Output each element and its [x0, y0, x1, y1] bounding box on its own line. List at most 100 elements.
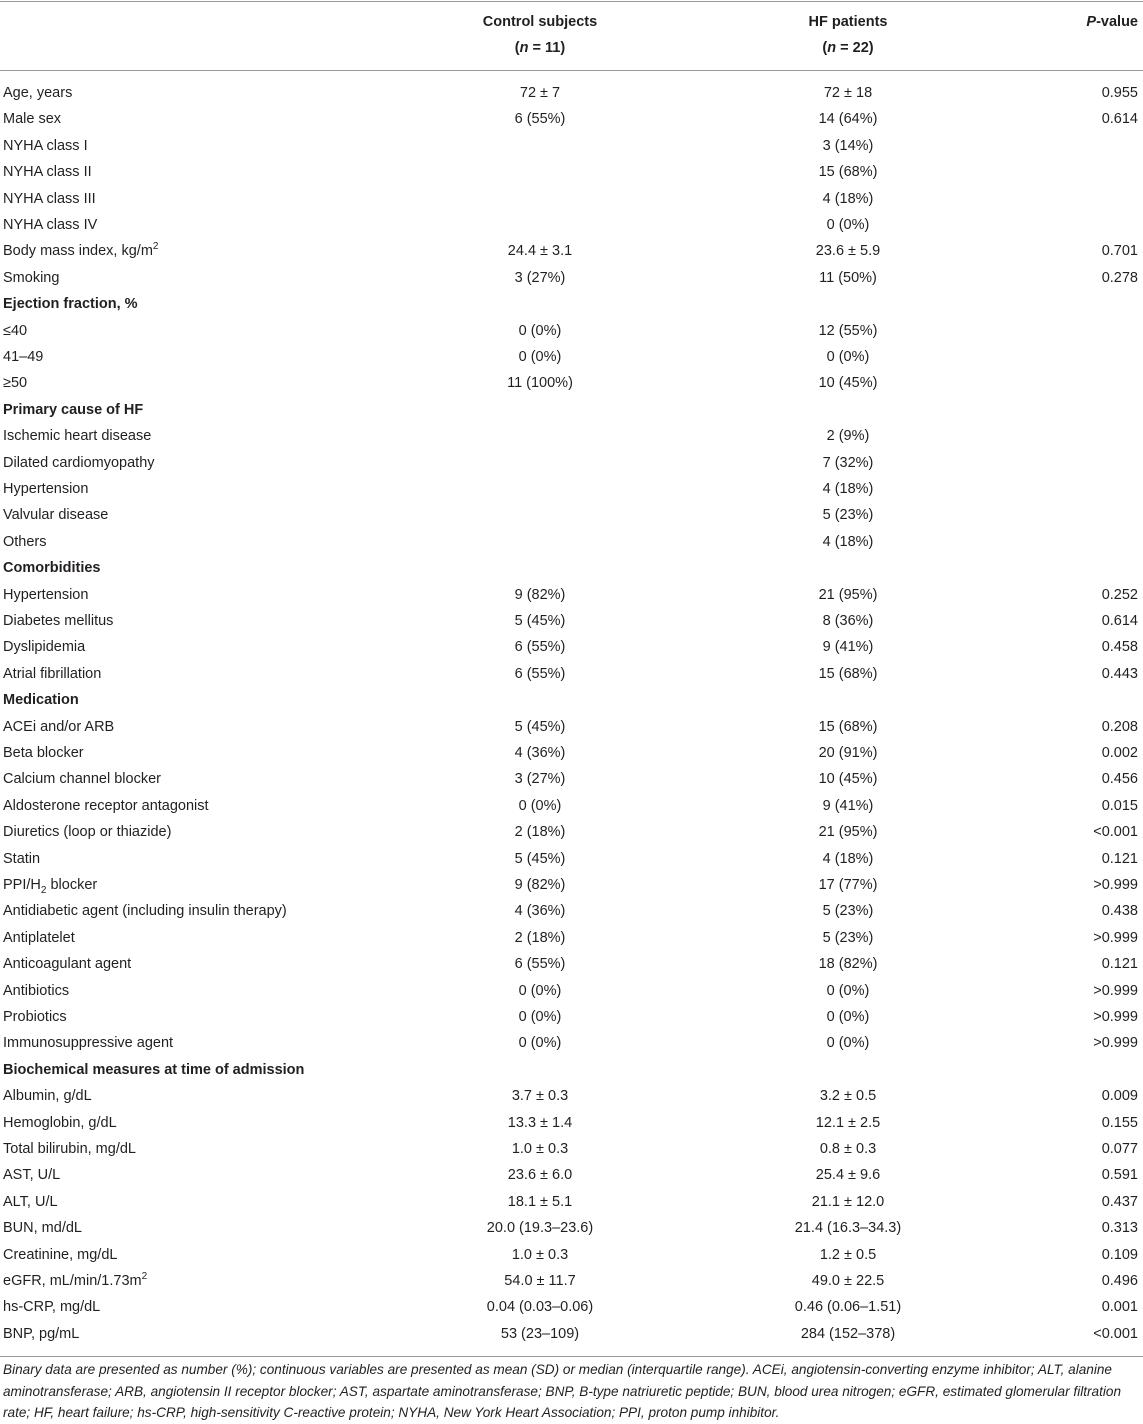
- section-heading: Medication: [3, 690, 79, 710]
- cell-value: 15 (68%): [698, 162, 998, 182]
- text: 4 (18%): [822, 190, 874, 207]
- header-rule: [0, 70, 1143, 71]
- text: 2 (18%): [514, 824, 566, 841]
- cell-value: 0 (0%): [390, 321, 690, 341]
- text: Primary cause of HF: [3, 401, 144, 418]
- text: 5 (23%): [822, 903, 874, 920]
- text: 72 ± 18: [823, 85, 873, 101]
- text: ALT, U/L: [3, 1193, 58, 1210]
- row-label: NYHA class I: [3, 136, 88, 156]
- text: PPI/H: [3, 877, 41, 893]
- text: 0.208: [1101, 718, 1138, 735]
- cell-value: 9 (41%): [698, 796, 998, 816]
- text: 4 (18%): [822, 533, 874, 550]
- text: Biochemical measures at time of admissio…: [3, 1061, 305, 1078]
- cell-value: <0.001: [1093, 1324, 1138, 1344]
- column-n: (n = 22): [698, 38, 998, 58]
- text: 0.701: [1101, 243, 1138, 260]
- cell-value: 3 (27%): [390, 769, 690, 789]
- text: 20 (91%): [818, 745, 878, 761]
- cell-value: 5 (45%): [390, 611, 690, 631]
- text: 284 (152–378): [800, 1325, 896, 1342]
- cell-value: 1.0 ± 0.3: [390, 1245, 690, 1265]
- text: 0.438: [1101, 903, 1138, 920]
- text: <0.001: [1093, 1325, 1138, 1342]
- row-label: Hemoglobin, g/dL: [3, 1113, 117, 1133]
- text: 0.252: [1101, 586, 1138, 603]
- text: 0.437: [1101, 1193, 1138, 1210]
- cell-value: 15 (68%): [698, 717, 998, 737]
- text: 53 (23–109): [500, 1325, 580, 1342]
- text: 24.4 ± 3.1: [507, 243, 573, 260]
- row-label: Beta blocker: [3, 743, 84, 763]
- text: 18 (82%): [818, 956, 878, 973]
- text: 15 (68%): [818, 718, 878, 735]
- cell-value: 10 (45%): [698, 373, 998, 393]
- cell-value: 0.009: [1102, 1086, 1138, 1106]
- text: 54.0 ± 11.7: [504, 1273, 576, 1289]
- text: 0.109: [1101, 1246, 1138, 1263]
- text: (: [514, 40, 520, 56]
- cell-value: 4 (36%): [390, 901, 690, 921]
- text: Hypertension: [3, 481, 89, 497]
- text: 9 (41%): [822, 639, 874, 656]
- text: 21.1 ± 12.0: [811, 1193, 885, 1210]
- text: 2 (9%): [826, 428, 870, 445]
- text: 72 ± 7: [519, 85, 561, 101]
- text: 9 (82%): [514, 586, 566, 603]
- cell-value: 0.496: [1102, 1271, 1138, 1291]
- text: 4 (36%): [514, 903, 566, 920]
- cell-value: 0.701: [1102, 241, 1138, 261]
- cell-value: 0.109: [1102, 1245, 1138, 1265]
- cell-value: 0.208: [1102, 717, 1138, 737]
- text: blocker: [46, 877, 98, 893]
- cell-value: 0.077: [1102, 1139, 1138, 1159]
- row-label: ≥50: [3, 373, 27, 393]
- text: 3 (14%): [822, 137, 874, 154]
- text: 9 (41%): [822, 797, 874, 814]
- text: Atrial fibrillation: [3, 665, 102, 682]
- cell-value: 5 (23%): [698, 505, 998, 525]
- cell-value: 4 (36%): [390, 743, 690, 763]
- text: = 11): [528, 40, 566, 56]
- text: >0.999: [1093, 1035, 1138, 1052]
- text: Hemoglobin, g/dL: [3, 1114, 117, 1131]
- text: 20.0 (19.3–23.6): [486, 1220, 594, 1237]
- cell-value: 6 (55%): [390, 637, 690, 657]
- text: Male sex: [3, 111, 62, 128]
- text: 41–49: [3, 349, 44, 365]
- text: 6 (55%): [514, 956, 566, 973]
- text: Probiotics: [3, 1009, 67, 1025]
- cell-value: 18 (82%): [698, 954, 998, 974]
- text: 5 (45%): [514, 613, 566, 629]
- text: 0 (0%): [826, 1035, 870, 1052]
- cell-value: 0.252: [1102, 585, 1138, 605]
- cell-value: 0.591: [1102, 1165, 1138, 1185]
- text: Others: [3, 533, 47, 550]
- text: >0.999: [1093, 877, 1138, 893]
- cell-value: 0.278: [1102, 268, 1138, 288]
- text: 0 (0%): [518, 982, 562, 999]
- text: 6 (55%): [514, 639, 566, 656]
- cell-value: 0.456: [1102, 769, 1138, 789]
- cell-value: 2 (9%): [698, 426, 998, 446]
- text: Smoking: [3, 269, 60, 286]
- row-label: Dilated cardiomyopathy: [3, 453, 155, 473]
- text: 0.278: [1101, 269, 1138, 286]
- cell-value: 0 (0%): [698, 347, 998, 367]
- cell-value: 20.0 (19.3–23.6): [390, 1218, 690, 1238]
- row-label: BUN, md/dL: [3, 1218, 82, 1238]
- row-label: Total bilirubin, mg/dL: [3, 1139, 136, 1159]
- cell-value: 2 (18%): [390, 928, 690, 948]
- cell-value: 53 (23–109): [390, 1324, 690, 1344]
- cell-value: 0.002: [1102, 743, 1138, 763]
- cell-value: 18.1 ± 5.1: [390, 1192, 690, 1212]
- cell-value: 25.4 ± 9.6: [698, 1165, 998, 1185]
- text: Dilated cardiomyopathy: [3, 454, 155, 471]
- row-label: NYHA class III: [3, 189, 96, 209]
- row-label: Probiotics: [3, 1007, 67, 1027]
- row-label: Hypertension: [3, 479, 88, 499]
- text: 14 (64%): [818, 111, 878, 128]
- text: hs-CRP, mg/dL: [3, 1299, 101, 1316]
- text: Total bilirubin, mg/dL: [3, 1141, 136, 1157]
